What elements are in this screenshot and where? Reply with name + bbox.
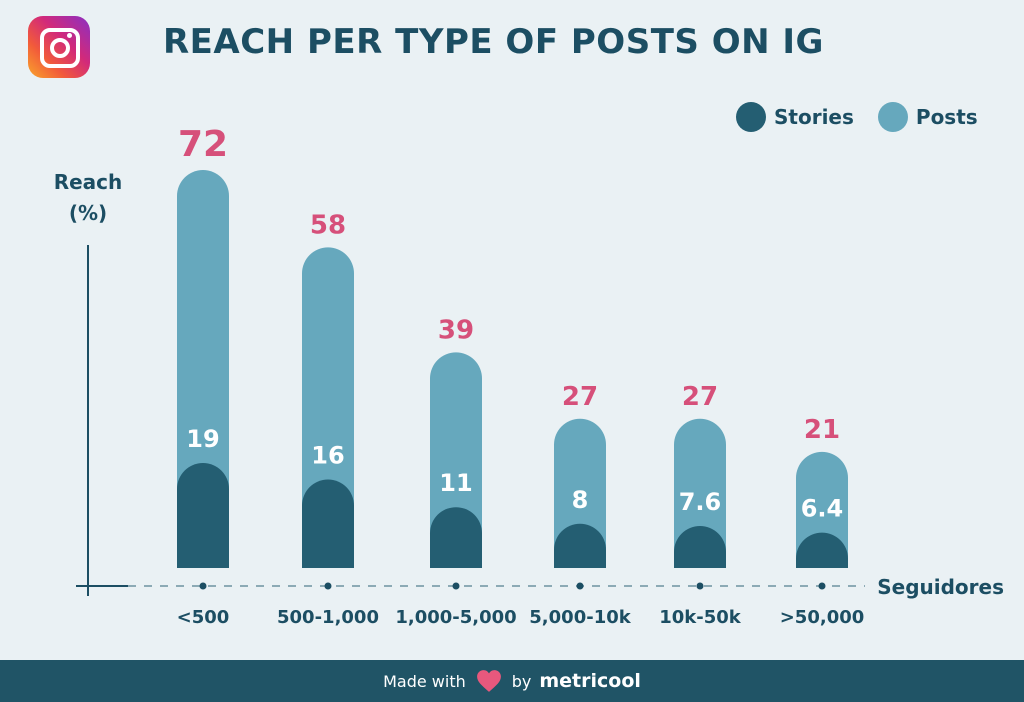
stories-bar	[554, 523, 606, 568]
stories-value-label: 16	[311, 442, 344, 470]
stories-value-label: 7.6	[679, 488, 722, 516]
legend-label-posts: Posts	[915, 105, 978, 129]
instagram-logo	[28, 16, 90, 78]
posts-value-label: 39	[438, 315, 474, 345]
posts-value-label: 58	[310, 210, 346, 240]
metricool-brand: metricool	[539, 670, 641, 692]
stories-bar	[430, 507, 482, 568]
stories-bar	[796, 532, 848, 568]
x-tick-label: 1,000-5,000	[395, 607, 516, 628]
x-tick-dot	[324, 582, 332, 590]
x-tick-dot	[818, 582, 826, 590]
x-tick-dot	[576, 582, 584, 590]
x-tick-label: 500-1,000	[277, 607, 379, 628]
camera-lens-icon	[50, 38, 70, 58]
camera-outline-icon	[40, 28, 80, 68]
legend-item-stories: Stories	[736, 102, 854, 132]
footer-bar: Made with by metricool	[0, 660, 1024, 702]
legend-label-stories: Stories	[774, 105, 854, 129]
posts-value-label: 27	[562, 382, 598, 412]
stories-value-label: 8	[572, 486, 589, 514]
chart-title: REACH PER TYPE OF POSTS ON IG	[163, 22, 824, 62]
footer-made-with: Made with	[383, 671, 466, 691]
camera-flash-icon	[67, 33, 72, 38]
x-axis-label: Seguidores	[877, 575, 1004, 599]
y-axis-label-line2: (%)	[69, 201, 107, 225]
stories-value-label: 6.4	[801, 495, 844, 523]
bar-chart: Reach (%) Seguidores 72 19 <500 58 16 500-1,000 3…	[54, 124, 1004, 628]
x-tick-label: 5,000-10k	[529, 607, 631, 628]
stories-value-label: 11	[439, 469, 472, 497]
legend-item-posts: Posts	[877, 102, 978, 132]
legend-swatch-stories	[736, 102, 766, 132]
x-tick-dot	[199, 582, 207, 590]
x-tick-label: >50,000	[780, 607, 865, 628]
stories-value-label: 19	[186, 425, 219, 453]
heart-icon	[476, 670, 501, 692]
x-tick-label: 10k-50k	[659, 607, 742, 628]
x-tick-dot	[696, 582, 704, 590]
posts-value-label: 72	[178, 124, 228, 165]
chart-legend: Stories Posts	[736, 100, 1002, 134]
posts-value-label: 21	[804, 415, 840, 445]
stories-bar	[177, 462, 229, 568]
posts-value-label: 27	[682, 382, 718, 412]
legend-swatch-posts	[877, 102, 908, 132]
footer-by: by	[511, 671, 532, 691]
stories-bar	[674, 525, 726, 568]
stories-bar	[302, 479, 354, 568]
x-tick-label: <500	[177, 607, 230, 628]
x-tick-dot	[452, 582, 460, 590]
y-axis-label-line1: Reach	[54, 170, 123, 194]
